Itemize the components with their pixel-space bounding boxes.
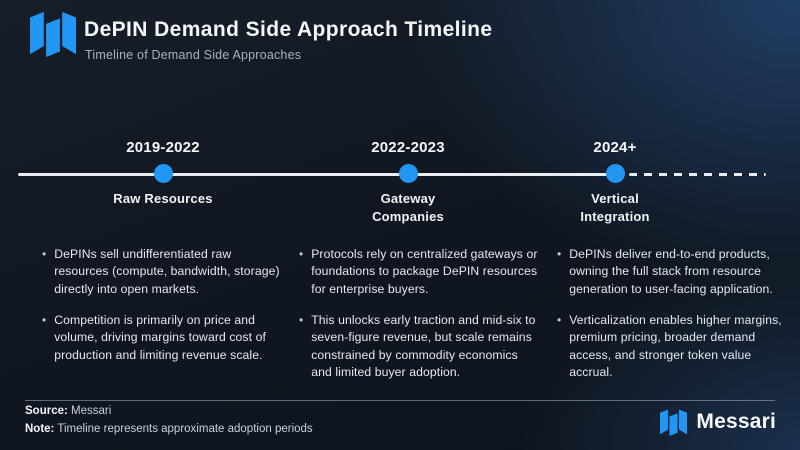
page-subtitle: Timeline of Demand Side Approaches bbox=[85, 48, 302, 62]
source-value: Messari bbox=[71, 405, 112, 417]
bullet-item: • DePINs sell undifferentiated raw resou… bbox=[42, 246, 282, 298]
note-label: Note: bbox=[25, 423, 55, 435]
bullet-marker-icon: • bbox=[42, 247, 47, 261]
source-label: Source: bbox=[25, 405, 68, 417]
timeline-node-vertical-integration: 2024+ Vertical Integration bbox=[540, 139, 690, 225]
bullet-column-gateway-companies: • Protocols rely on centralized gateways… bbox=[299, 246, 539, 395]
bullet-text: DePINs deliver end-to-end products, owni… bbox=[569, 247, 773, 296]
bullet-text: DePINs sell undifferentiated raw resourc… bbox=[54, 247, 280, 296]
note-line: Note: Timeline represents approximate ad… bbox=[25, 423, 313, 435]
bullet-marker-icon: • bbox=[299, 312, 304, 327]
note-value: Timeline represents approximate adoption… bbox=[57, 423, 313, 435]
brand-lockup: Messari bbox=[660, 406, 776, 438]
bullet-item: • DePINs deliver end-to-end products, ow… bbox=[557, 246, 797, 298]
node-dot bbox=[605, 164, 625, 183]
footer-divider bbox=[25, 400, 775, 401]
timeline-node-gateway-companies: 2022-2023 Gateway Companies bbox=[333, 139, 483, 225]
bullet-column-raw-resources: • DePINs sell undifferentiated raw resou… bbox=[42, 246, 282, 378]
node-period: 2019-2022 bbox=[126, 139, 200, 156]
timeline-line bbox=[18, 173, 617, 176]
header: DePIN Demand Side Approach Timeline Time… bbox=[0, 0, 800, 80]
bullet-text: Verticalization enables higher margins, … bbox=[569, 312, 782, 379]
node-label: Vertical Integration bbox=[580, 191, 650, 224]
node-label: Raw Resources bbox=[113, 191, 213, 206]
bullet-item: • Competition is primarily on price and … bbox=[42, 312, 282, 364]
bullet-marker-icon: • bbox=[299, 247, 304, 261]
timeline-node-raw-resources: 2019-2022 Raw Resources bbox=[88, 139, 238, 208]
timeline-dashed-line bbox=[629, 173, 766, 176]
bullet-text: Protocols rely on centralized gateways o… bbox=[311, 247, 538, 296]
bullet-text: Competition is primarily on price and vo… bbox=[54, 312, 266, 362]
bullet-marker-icon: • bbox=[42, 312, 47, 327]
bullet-marker-icon: • bbox=[557, 247, 562, 261]
messari-logo-icon bbox=[30, 11, 76, 57]
node-period: 2024+ bbox=[593, 139, 637, 156]
bullet-item: • Protocols rely on centralized gateways… bbox=[299, 246, 539, 298]
brand-wordmark: Messari bbox=[696, 410, 776, 433]
messari-brand-icon bbox=[660, 409, 688, 436]
bullet-column-vertical-integration: • DePINs deliver end-to-end products, ow… bbox=[557, 246, 797, 395]
node-label: Gateway Companies bbox=[372, 191, 444, 224]
bullet-text: This unlocks early traction and mid-six … bbox=[311, 312, 536, 379]
node-dot bbox=[398, 164, 418, 183]
bullet-item: • Verticalization enables higher margins… bbox=[557, 312, 797, 381]
node-dot bbox=[153, 164, 173, 183]
bullet-marker-icon: • bbox=[557, 312, 562, 327]
node-period: 2022-2023 bbox=[371, 139, 445, 156]
source-line: Source: Messari bbox=[25, 405, 111, 417]
bullet-item: • This unlocks early traction and mid-si… bbox=[299, 312, 539, 381]
page-title: DePIN Demand Side Approach Timeline bbox=[84, 18, 493, 41]
